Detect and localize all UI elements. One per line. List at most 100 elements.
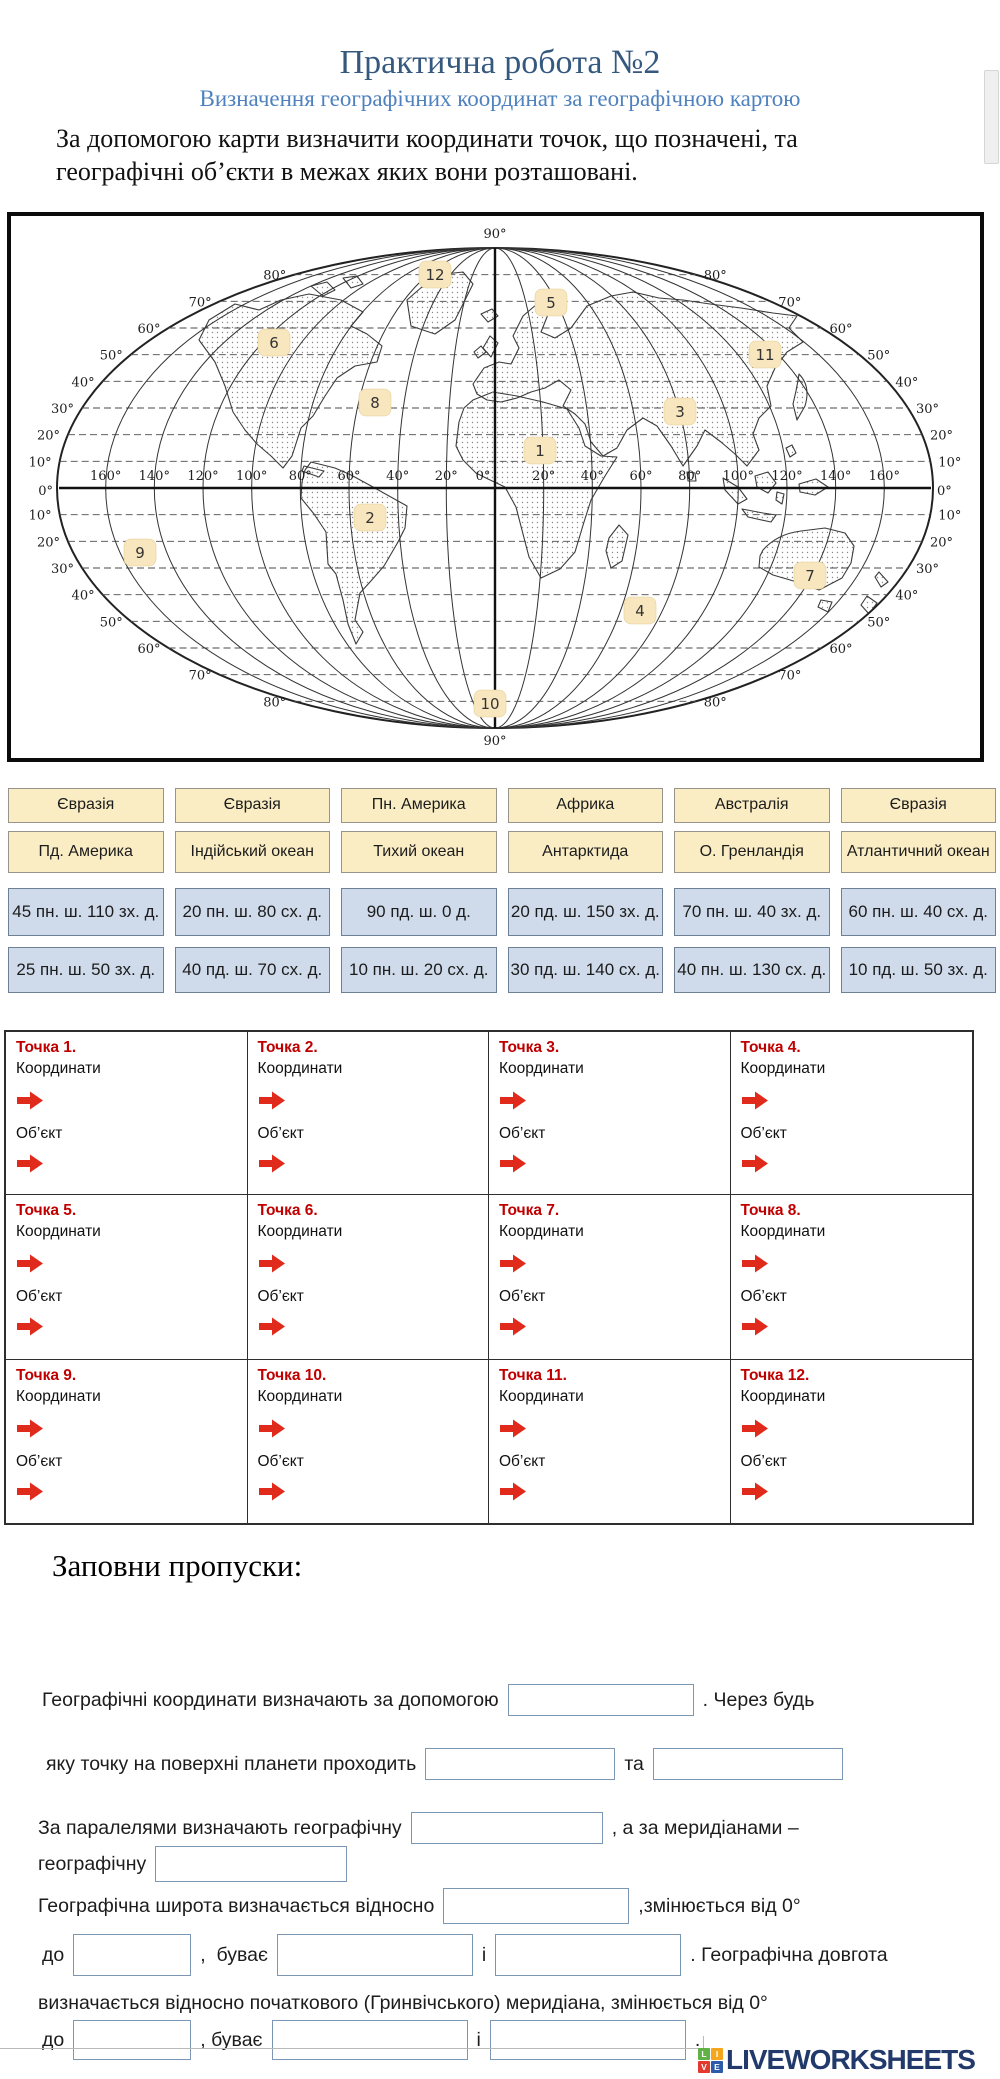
page-title: Практична робота №2 — [339, 44, 661, 81]
coordinates-label: Координати — [16, 1060, 101, 1077]
gap-input[interactable] — [73, 2020, 192, 2060]
sulawesi — [775, 491, 785, 505]
gap-input[interactable] — [271, 2020, 468, 2060]
svg-text:12: 12 — [425, 266, 444, 284]
gap-line-2: яку точку на поверхні планети проходить … — [46, 1748, 843, 1780]
option-chip[interactable]: О. Гренландія — [674, 831, 830, 873]
answer-cell[interactable]: Точка 6. Координати Об’єкт — [247, 1195, 489, 1360]
gap-input[interactable] — [410, 1812, 603, 1844]
option-chip[interactable]: Африка — [507, 788, 663, 823]
coordinate-chip[interactable]: 40 пд. ш. 70 сх. д. — [174, 947, 330, 993]
page-subtitle: Визначення географічних координат за гео… — [199, 86, 801, 111]
answer-cell[interactable]: Точка 8. Координати Об’єкт — [730, 1195, 972, 1360]
svg-text:140°: 140° — [820, 469, 851, 484]
coordinate-chip[interactable]: 45 пн. ш. 110 зх. д. — [8, 888, 164, 936]
map-marker: 10 — [473, 689, 507, 718]
gap-input[interactable] — [652, 1748, 843, 1780]
coordinate-chip[interactable]: 25 пн. ш. 50 зх. д. — [8, 947, 164, 993]
option-chip[interactable]: Тихий океан — [341, 831, 497, 873]
svg-text:80°: 80° — [704, 695, 727, 710]
svg-text:80°: 80° — [263, 695, 286, 710]
svg-text:50°: 50° — [100, 349, 123, 364]
option-chip[interactable]: Австралія — [674, 788, 830, 823]
gap-input[interactable] — [443, 1888, 630, 1924]
svg-text:70°: 70° — [189, 669, 212, 684]
answer-cell[interactable]: Точка 3. Координати Об’єкт — [489, 1032, 731, 1195]
coordinate-options-row-2: 25 пн. ш. 50 зх. д. 40 пд. ш. 70 сх. д. 10… — [8, 947, 996, 993]
frame-corner-line — [703, 2036, 704, 2049]
option-chip[interactable]: Антарктида — [507, 831, 663, 873]
answer-cell[interactable]: Точка 12. Координати Об’єкт — [731, 1360, 973, 1523]
option-chip[interactable]: Індійський океан — [174, 831, 330, 873]
gap-input[interactable] — [276, 1934, 473, 1976]
gap-line-8: до , буває і . — [42, 2020, 700, 2060]
coordinate-chip[interactable]: 30 пд. ш. 140 сх. д. — [507, 947, 663, 993]
gap-input[interactable] — [495, 1934, 682, 1976]
svg-text:160°: 160° — [869, 469, 900, 484]
lw-icon-letter: V — [698, 2060, 710, 2073]
liveworksheets-icon: L I V E — [698, 2047, 723, 2073]
gap-input[interactable] — [507, 1684, 694, 1716]
lw-icon-letter: I — [711, 2047, 723, 2060]
option-chip[interactable]: Євразія — [840, 788, 996, 823]
gap-text: і — [481, 1943, 487, 1966]
lw-icon-letter: L — [698, 2047, 710, 2060]
svg-text:7: 7 — [805, 567, 815, 585]
answer-cell[interactable]: Точка 10. Координати Об’єкт — [248, 1360, 489, 1523]
svg-text:10: 10 — [480, 695, 499, 713]
gap-input[interactable] — [155, 1846, 348, 1882]
scrollbar-thumb[interactable] — [984, 70, 999, 164]
gap-text: до — [42, 1943, 65, 1966]
option-chip[interactable]: Пн. Америка — [341, 788, 497, 823]
philippines — [785, 444, 797, 458]
arctic-island-2 — [342, 275, 364, 289]
coordinate-chip[interactable]: 10 пн. ш. 20 сх. д. — [341, 947, 497, 993]
svg-text:60°: 60° — [137, 642, 160, 657]
drop-arrow-icon — [17, 1317, 43, 1336]
option-chip[interactable]: Атлантичний океан — [840, 831, 996, 873]
gap-text: визначається відносно початкового (Гринв… — [38, 1992, 768, 2014]
new-zealand-north — [874, 571, 889, 588]
coordinate-chip[interactable]: 20 пн. ш. 80 сх. д. — [174, 888, 330, 936]
svg-text:40°: 40° — [386, 469, 409, 484]
object-label: Об’єкт — [740, 1125, 787, 1142]
africa — [455, 391, 618, 579]
gap-line-1: Географічні координати визначають за доп… — [42, 1684, 814, 1716]
svg-text:11: 11 — [755, 346, 774, 364]
option-chip[interactable]: Євразія — [174, 788, 330, 823]
drop-arrow-icon — [500, 1154, 526, 1173]
drop-arrow-icon — [500, 1317, 526, 1336]
answer-cell[interactable]: Точка 7. Координати Об’єкт — [489, 1195, 731, 1360]
answer-cell[interactable]: Точка 11. Координати Об’єкт — [489, 1360, 731, 1523]
svg-text:5: 5 — [546, 294, 556, 312]
coordinate-chip[interactable]: 90 пд. ш. 0 д. — [341, 888, 497, 936]
gap-input[interactable] — [425, 1748, 616, 1780]
svg-text:70°: 70° — [778, 669, 801, 684]
svg-text:60°: 60° — [629, 469, 652, 484]
answer-cell[interactable]: Точка 9. Координати Об’єкт — [6, 1360, 248, 1523]
gap-line-7: визначається відносно початкового (Гринв… — [38, 1992, 768, 2015]
coordinate-chip[interactable]: 20 пд. ш. 150 зх. д. — [507, 888, 663, 936]
drop-arrow-icon — [17, 1154, 43, 1173]
option-chip[interactable]: Євразія — [8, 788, 164, 823]
coordinates-label: Координати — [499, 1388, 584, 1405]
answer-cell[interactable]: Точка 1. Координати Об’єкт — [6, 1032, 248, 1195]
drop-arrow-icon — [258, 1154, 285, 1173]
answer-cell[interactable]: Точка 5. Координати Об’єкт — [6, 1195, 248, 1360]
answer-cell[interactable]: Точка 4. Координати Об’єкт — [730, 1032, 972, 1195]
drop-arrow-icon — [258, 1254, 285, 1273]
answer-cell[interactable]: Точка 2. Координати Об’єкт — [247, 1032, 489, 1195]
gap-input[interactable] — [489, 2020, 686, 2060]
coordinate-chip[interactable]: 60 пн. ш. 40 сх. д. — [840, 888, 996, 936]
option-chip[interactable]: Пд. Америка — [8, 831, 164, 873]
brand-logo[interactable]: L I V E LIVEWORKSHEETS — [698, 2044, 976, 2076]
map-marker: 2 — [353, 503, 387, 532]
svg-text:4: 4 — [635, 602, 645, 620]
drop-arrow-icon — [17, 1254, 43, 1273]
coordinates-label: Координати — [257, 1223, 343, 1240]
gap-input[interactable] — [73, 1934, 192, 1976]
coordinate-chip[interactable]: 70 пн. ш. 40 зх. д. — [674, 888, 830, 936]
object-label: Об’єкт — [16, 1288, 63, 1305]
coordinate-chip[interactable]: 10 пд. ш. 50 зх. д. — [840, 947, 996, 993]
coordinate-chip[interactable]: 40 пн. ш. 130 сх. д. — [674, 947, 830, 993]
